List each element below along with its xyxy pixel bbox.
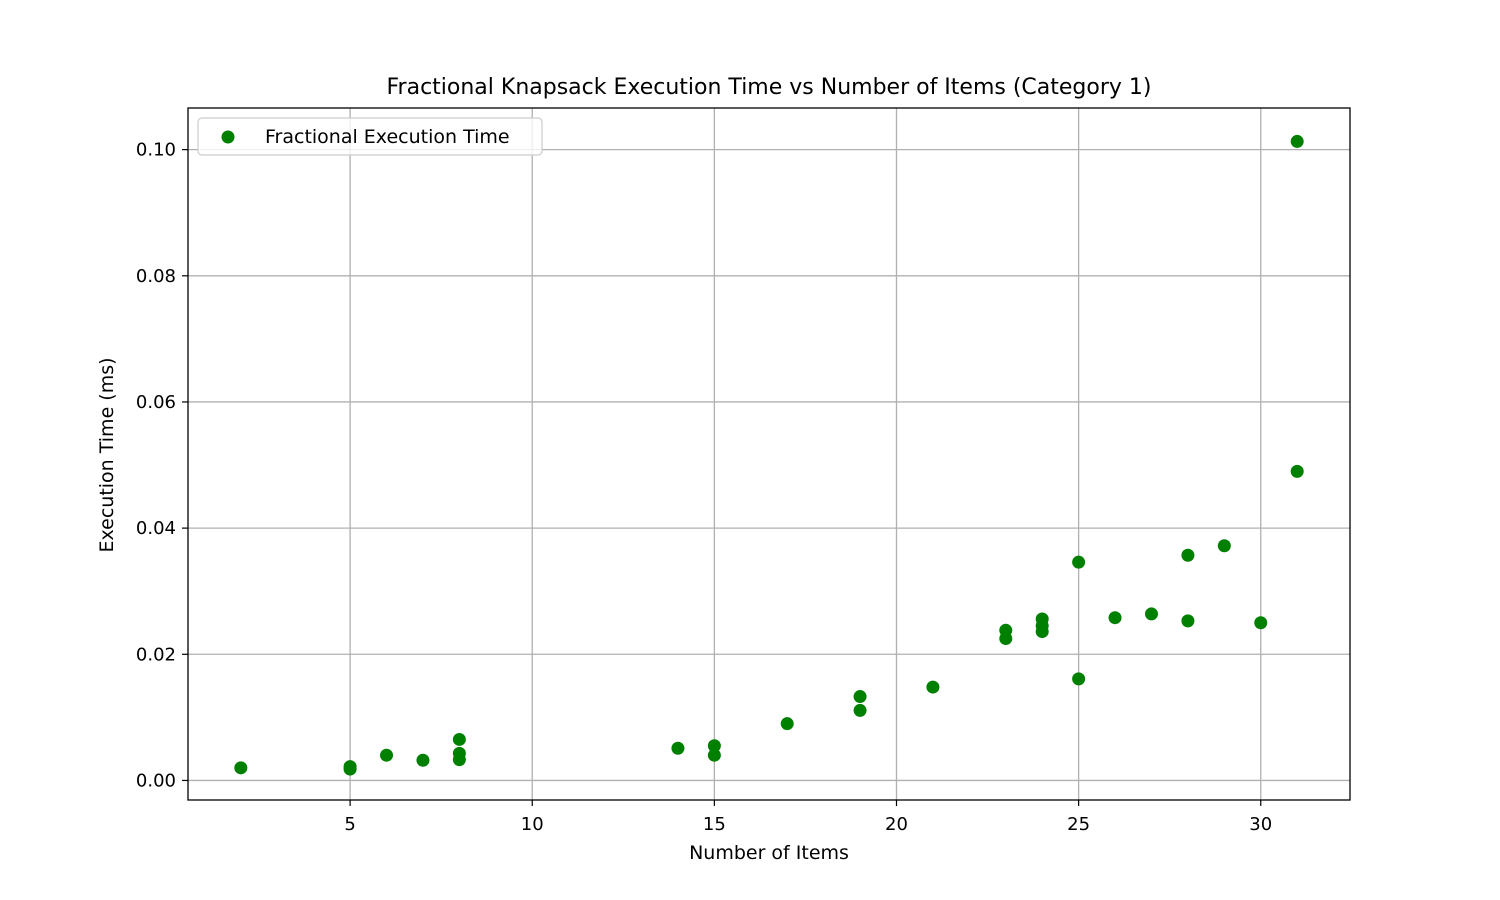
- plot-frame: [187, 107, 1351, 801]
- data-point: [452, 732, 466, 746]
- grid: [188, 108, 1350, 800]
- data-point: [1108, 611, 1122, 625]
- x-tick-label: 30: [1249, 814, 1272, 835]
- data-point: [1217, 539, 1231, 553]
- y-tick-label: 0.02: [136, 644, 176, 665]
- y-tick-label: 0.08: [136, 266, 176, 287]
- legend-box: [197, 117, 543, 156]
- data-point: [1181, 614, 1195, 628]
- x-axis-label: Number of Items: [689, 842, 849, 864]
- legend-label: Fractional Execution Time: [265, 126, 510, 148]
- data-point: [234, 761, 248, 775]
- data-point: [1072, 672, 1086, 686]
- data-point: [707, 748, 721, 762]
- y-tick-label: 0.06: [136, 392, 176, 413]
- data-point: [1290, 464, 1304, 478]
- data-point: [707, 739, 721, 753]
- data-point: [452, 746, 466, 760]
- data-point: [1035, 612, 1049, 626]
- data-point: [671, 741, 685, 755]
- data-point: [380, 748, 394, 762]
- x-tick-label: 10: [521, 814, 544, 835]
- y-tick-label: 0.04: [136, 518, 176, 539]
- data-point: [1144, 607, 1158, 621]
- x-tick-label: 5: [344, 814, 355, 835]
- data-point: [416, 753, 430, 767]
- data-point: [1290, 134, 1304, 148]
- data-point: [853, 703, 867, 717]
- data-point: [853, 690, 867, 704]
- chart-title: Fractional Knapsack Execution Time vs Nu…: [386, 75, 1151, 100]
- legend-marker: [221, 130, 235, 144]
- x-tick-label: 15: [703, 814, 726, 835]
- data-point: [343, 760, 357, 774]
- axis-ticks: 5 10 15 20 25 30 0.00 0.02 0.04 0.06 0.08 0.10: [136, 140, 1272, 835]
- y-tick-label: 0.00: [136, 770, 176, 791]
- x-tick-label: 25: [1067, 814, 1090, 835]
- data-point: [780, 717, 794, 731]
- y-axis-label: Execution Time (ms): [96, 357, 118, 552]
- y-tick-label: 0.10: [136, 140, 176, 161]
- legend: Fractional Execution Time: [197, 117, 543, 156]
- data-points: [234, 134, 1304, 776]
- data-point: [1181, 548, 1195, 562]
- data-point: [926, 680, 940, 694]
- data-point: [999, 623, 1013, 637]
- data-point: [1254, 616, 1268, 630]
- data-point: [1072, 555, 1086, 569]
- x-tick-label: 20: [885, 814, 908, 835]
